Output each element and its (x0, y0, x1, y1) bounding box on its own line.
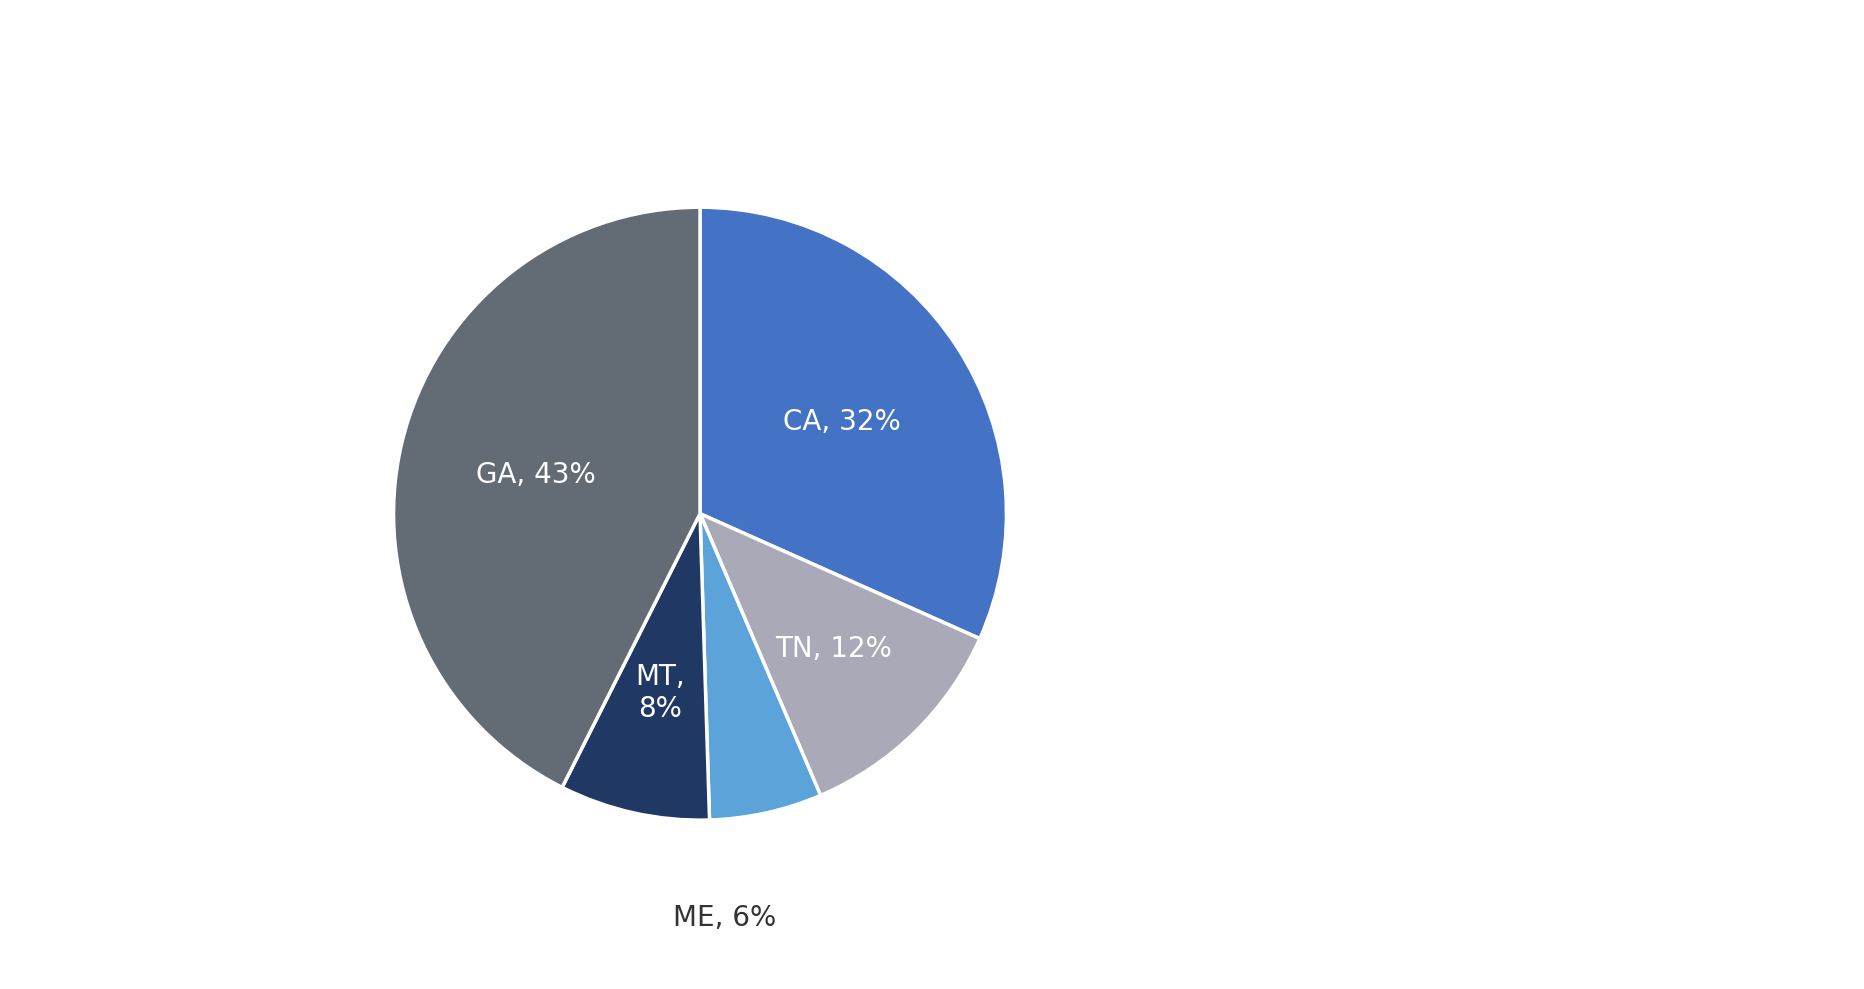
Wedge shape (701, 513, 820, 820)
Text: ME, 6%: ME, 6% (673, 904, 775, 933)
Text: TN, 12%: TN, 12% (775, 635, 891, 663)
Wedge shape (701, 208, 1007, 639)
Wedge shape (563, 513, 710, 820)
Text: MT,
8%: MT, 8% (636, 663, 686, 723)
Wedge shape (701, 513, 980, 795)
Text: CA, 32%: CA, 32% (783, 407, 900, 436)
Wedge shape (393, 208, 701, 787)
Text: GA, 43%: GA, 43% (475, 461, 596, 489)
